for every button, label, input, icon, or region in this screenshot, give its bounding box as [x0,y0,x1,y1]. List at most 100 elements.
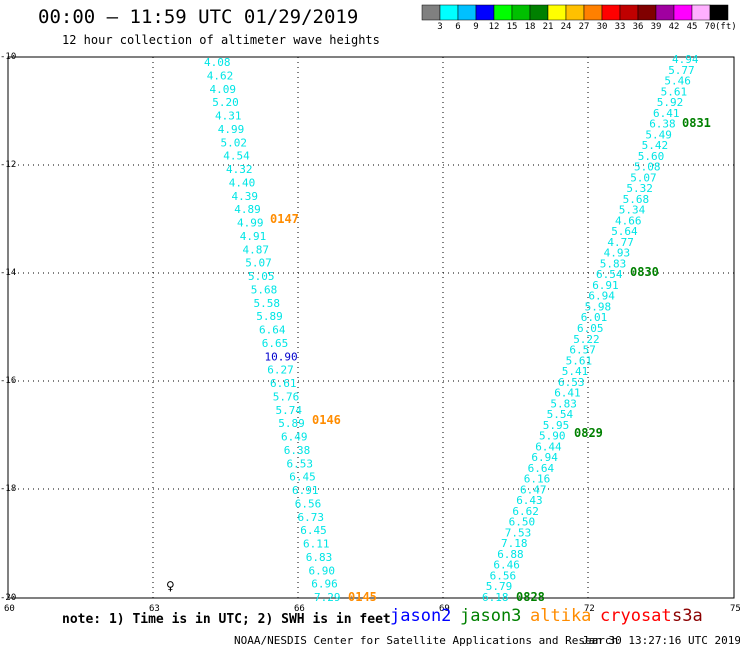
wave-height-value: 6.45 [289,471,316,484]
wave-height-value: 5.98 [585,300,612,313]
wave-height-value: 6.64 [259,324,286,337]
wave-height-value: 6.38 [284,444,311,457]
wave-height-value: 5.07 [245,257,272,270]
wave-height-value: 5.90 [539,430,566,443]
colorbar-tick-label: 3 [437,22,443,32]
pass-time-label-jason3: 0830 [630,265,659,279]
wave-height-value: 5.61 [661,85,688,98]
mission-legend-cryosat: cryosat [600,606,672,626]
wave-height-value: 4.89 [234,203,261,216]
wave-height-value: 6.27 [267,364,294,377]
colorbar-swatch [421,4,441,21]
colorbar-swatch [709,4,729,21]
colorbar-swatch [457,4,477,21]
wave-height-value: 5.68 [251,283,278,296]
footer-credit: NOAA/NESDIS Center for Satellite Applica… [234,634,619,647]
wave-height-value: 5.46 [664,75,691,88]
wave-height-value: 6.43 [516,494,543,507]
pass-time-label-altika: 0145 [348,590,377,604]
wave-height-value: 4.77 [607,236,634,249]
wave-height-value: 5.05 [248,270,275,283]
latitude-label: -20 [0,593,17,603]
wave-height-value: 7.29 [314,591,341,604]
wave-height-value: 4.39 [232,190,259,203]
wave-height-value: 5.89 [256,310,283,323]
wave-height-value: 4.54 [223,150,250,163]
colorbar-swatch [565,4,585,21]
wave-height-value: 6.57 [569,344,596,357]
wave-height-value: 4.94 [672,53,699,66]
wave-height-value: 5.68 [623,193,650,206]
latitude-label: -14 [0,268,17,278]
wave-height-value: 5.49 [645,128,672,141]
colorbar-tick-label: 42 [668,22,680,32]
colorbar-swatch [511,4,531,21]
colorbar-tick-label: 33 [614,22,626,32]
colorbar-swatch [637,4,657,21]
wave-height-value: 5.22 [573,333,600,346]
track-east: 4.945.775.465.615.926.416.385.495.425.60… [482,53,699,604]
wave-height-value: 5.02 [221,136,248,149]
wave-height-value: 4.31 [215,110,242,123]
wave-height-value: 4.09 [210,83,237,96]
wave-height-value: 6.54 [596,268,623,281]
colorbar-swatch [439,4,459,21]
longitude-label: 69 [439,604,450,614]
lat-lon-grid [8,57,734,598]
wave-height-value: 5.76 [273,390,300,403]
pass-time-labels: 0147 0146 0145 0831 0830 0829 0828 [270,116,711,604]
wave-height-value: 6.18 [482,591,509,604]
longitude-label: 75 [730,604,740,614]
colorbar-swatch [475,4,495,21]
colorbar-swatch [619,4,639,21]
colorbar-tick-label: 36 [632,22,644,32]
wave-height-value: 5.83 [600,257,627,270]
wave-height-value: 5.95 [543,419,570,432]
wave-height-value: 5.58 [254,297,281,310]
colorbar-tick-label: 9 [473,22,479,32]
wave-height-value: 5.64 [611,225,638,238]
wave-height-value: 5.89 [278,417,305,430]
longitude-label: 60 [4,604,15,614]
colorbar-tick-label: 24 [560,22,572,32]
wave-height-value: 6.91 [592,279,619,292]
wave-height-value: 6.73 [298,511,325,524]
wave-height-value: 5.79 [486,580,513,593]
wave-height-value: 6.47 [520,483,547,496]
latitude-label: -10 [0,52,17,62]
wave-height-value: 5.41 [562,365,589,378]
footer-note: note: 1) Time is in UTC; 2) SWH is in fe… [62,612,391,627]
latitude-label: -12 [0,160,17,170]
wave-height-value: 6.94 [588,290,615,303]
pass-time-label-jason3: 0828 [516,590,545,604]
track-west: 4.084.624.095.204.314.995.024.544.324.40… [204,56,341,604]
mission-legend-jason3: jason3 [460,606,522,626]
wave-height-value: 6.38 [649,118,676,131]
pass-time-label-jason3: 0831 [682,116,711,130]
wave-height-value: 6.53 [558,376,585,389]
colorbar-swatch [655,4,675,21]
pass-time-label-altika: 0146 [312,413,341,427]
wave-height-value: 4.62 [207,69,234,82]
wave-height-value: 5.34 [619,204,646,217]
wave-height-value: 4.91 [240,230,267,243]
latitude-label: -18 [0,484,17,494]
wave-height-value: 6.16 [524,473,551,486]
wave-height-value: 4.32 [226,163,253,176]
colorbar-swatch [691,4,711,21]
wave-height-value: 4.87 [243,243,270,256]
wave-height-value: 6.44 [535,440,562,453]
wave-height-value: 5.32 [626,182,653,195]
wave-height-value: 10.90 [265,350,298,363]
colorbar-tick-label: 45 [686,22,698,32]
footer-timestamp: Jan 30 13:27:16 UTC 2019 [582,634,740,647]
map-title: 00:00 – 11:59 UTC 01/29/2019 [38,6,359,28]
colorbar-tick-label: 39 [650,22,662,32]
colorbar-tick-label: 15 [506,22,518,32]
colorbar-tick-label: 30 [596,22,608,32]
colorbar-swatch [673,4,693,21]
wave-height-value: 5.60 [638,150,665,163]
wave-height-value: 5.61 [566,354,593,367]
wave-height-value: 6.56 [490,569,516,582]
wave-height-value: 5.20 [212,96,239,109]
